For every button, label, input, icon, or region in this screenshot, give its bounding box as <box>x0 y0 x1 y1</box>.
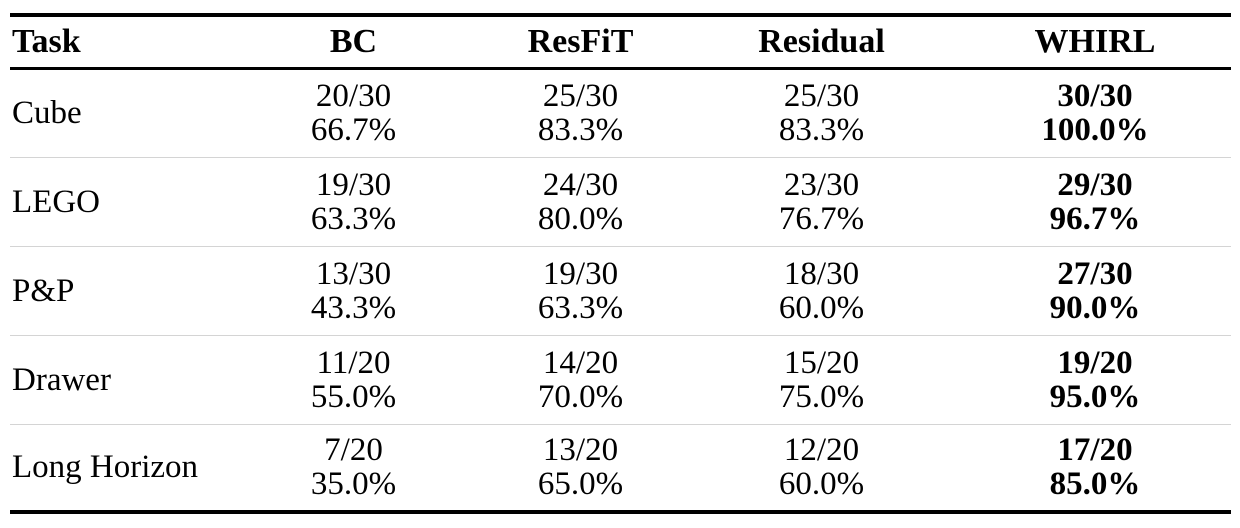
success-rate: 100.0% <box>1041 112 1149 148</box>
success-rate: 96.7% <box>1049 200 1141 237</box>
table-row: P&P 13/30 43.3% 19/30 63.3% 18/30 60.0% … <box>10 246 1231 335</box>
success-rate: 60.0% <box>778 289 865 326</box>
success-rate: 80.0% <box>537 200 624 237</box>
table-row: Drawer 11/20 55.0% 14/20 70.0% 15/20 75.… <box>10 335 1231 424</box>
result-cell-bc: 7/20 35.0% <box>230 424 477 512</box>
result-cell-whirl: 27/30 90.0% <box>959 246 1231 335</box>
success-rate: 43.3% <box>310 289 397 326</box>
success-count: 20/30 <box>315 78 392 114</box>
result-cell-bc: 11/20 55.0% <box>230 335 477 424</box>
result-cell-residual: 25/30 83.3% <box>684 68 959 157</box>
task-name: Cube <box>12 95 82 131</box>
success-rate: 66.7% <box>310 112 397 148</box>
result-cell-whirl: 19/20 95.0% <box>959 335 1231 424</box>
success-count: 19/30 <box>542 255 619 292</box>
success-count: 18/30 <box>783 255 860 292</box>
table-row: Cube 20/30 66.7% 25/30 83.3% 25/30 83.3%… <box>10 68 1231 157</box>
success-count: 19/30 <box>315 166 392 203</box>
result-cell-resfit: 19/30 63.3% <box>477 246 684 335</box>
success-count: 11/20 <box>316 344 391 381</box>
success-count: 14/20 <box>542 344 619 381</box>
table-row: LEGO 19/30 63.3% 24/30 80.0% 23/30 76.7%… <box>10 157 1231 246</box>
result-cell-residual: 12/20 60.0% <box>684 424 959 512</box>
result-cell-resfit: 13/20 65.0% <box>477 424 684 512</box>
success-rate: 95.0% <box>1049 378 1141 415</box>
result-cell-whirl: 30/30 100.0% <box>959 68 1231 157</box>
success-rate: 83.3% <box>537 112 624 148</box>
success-rate: 63.3% <box>310 200 397 237</box>
results-table-container: Task BC ResFiT Residual WHIRL Cube 20/30… <box>10 13 1231 514</box>
success-count: 23/30 <box>783 166 860 203</box>
success-count: 30/30 <box>1057 78 1133 114</box>
table-row: Long Horizon 7/20 35.0% 13/20 65.0% 12/2… <box>10 424 1231 512</box>
success-rate: 63.3% <box>537 289 624 326</box>
success-rate: 65.0% <box>537 466 624 503</box>
result-cell-resfit: 24/30 80.0% <box>477 157 684 246</box>
task-name: P&P <box>12 272 75 309</box>
success-count: 29/30 <box>1057 166 1133 203</box>
success-rate: 76.7% <box>778 200 865 237</box>
column-header-bc: BC <box>329 22 378 60</box>
result-cell-bc: 13/30 43.3% <box>230 246 477 335</box>
result-cell-whirl: 17/20 85.0% <box>959 424 1231 512</box>
result-cell-bc: 20/30 66.7% <box>230 68 477 157</box>
success-rate: 75.0% <box>778 378 865 415</box>
result-cell-whirl: 29/30 96.7% <box>959 157 1231 246</box>
column-header-resfit: ResFiT <box>527 22 634 60</box>
column-header-residual: Residual <box>758 22 885 60</box>
success-count: 25/30 <box>783 78 860 114</box>
success-rate: 85.0% <box>1049 466 1141 503</box>
success-rate: 35.0% <box>310 466 397 503</box>
success-rate: 70.0% <box>537 378 624 415</box>
task-name: LEGO <box>12 183 100 220</box>
header-row: Task BC ResFiT Residual WHIRL <box>10 15 1231 68</box>
success-rate: 55.0% <box>310 378 397 415</box>
task-name: Long Horizon <box>12 449 199 486</box>
result-cell-residual: 23/30 76.7% <box>684 157 959 246</box>
success-count: 15/20 <box>783 344 860 381</box>
result-cell-resfit: 14/20 70.0% <box>477 335 684 424</box>
success-rate: 90.0% <box>1049 289 1141 326</box>
success-rate: 60.0% <box>778 466 865 503</box>
success-count: 27/30 <box>1057 255 1133 292</box>
results-table: Task BC ResFiT Residual WHIRL Cube 20/30… <box>10 13 1231 514</box>
result-cell-residual: 15/20 75.0% <box>684 335 959 424</box>
column-header-task: Task <box>12 22 81 60</box>
success-count: 17/20 <box>1057 432 1133 469</box>
success-count: 19/20 <box>1057 344 1133 381</box>
result-cell-resfit: 25/30 83.3% <box>477 68 684 157</box>
result-cell-residual: 18/30 60.0% <box>684 246 959 335</box>
success-rate: 83.3% <box>778 112 865 148</box>
success-count: 25/30 <box>542 78 619 114</box>
success-count: 13/30 <box>315 255 392 292</box>
success-count: 12/20 <box>783 432 860 469</box>
task-name: Drawer <box>12 361 111 398</box>
result-cell-bc: 19/30 63.3% <box>230 157 477 246</box>
success-count: 13/20 <box>542 432 619 469</box>
column-header-whirl: WHIRL <box>1034 22 1156 60</box>
success-count: 7/20 <box>324 432 383 469</box>
success-count: 24/30 <box>542 166 619 203</box>
